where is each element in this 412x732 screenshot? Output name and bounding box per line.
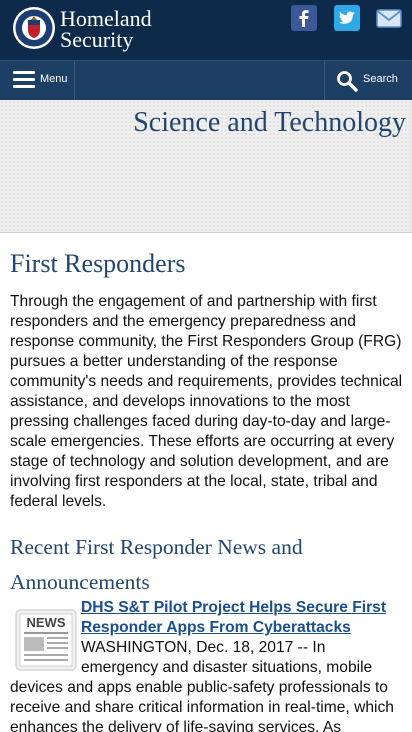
search-icon [337,71,358,92]
site-brand[interactable]: Homeland Security [60,6,152,52]
hamburger-icon [13,71,35,89]
news-icon-label: NEWS [27,615,66,630]
nav-bar: Menu Search [0,60,412,100]
thumbnail-spacer [10,598,81,660]
twitter-icon[interactable] [334,5,360,31]
menu-button[interactable]: Menu [0,61,75,100]
dhs-seal-icon[interactable] [12,6,56,50]
article-summary: WASHINGTON, Dec. 18, 2017 -- In emergenc… [10,639,394,732]
intro-paragraph: Through the engagement of and partnershi… [10,293,403,510]
news-heading: Recent First Responder News and Announce… [10,535,303,594]
newspaper-icon: NEWS [15,609,77,671]
search-button[interactable]: Search [324,61,412,100]
menu-label: Menu [40,73,68,85]
section-banner: Science and Technology [0,100,412,233]
brand-line-1: Homeland [60,6,152,31]
section-title: Science and Technology [133,107,406,138]
page-title: First Responders [10,249,186,278]
brand-line-2: Security [60,27,134,52]
search-label: Search [363,73,398,85]
email-icon[interactable] [376,5,402,31]
site-header: Homeland Security [0,0,412,60]
facebook-icon[interactable] [291,5,317,31]
article-title-link[interactable]: DHS S&T Pilot Project Helps Secure First… [81,599,387,636]
news-article: DHS S&T Pilot Project Helps Secure First… [10,598,405,732]
